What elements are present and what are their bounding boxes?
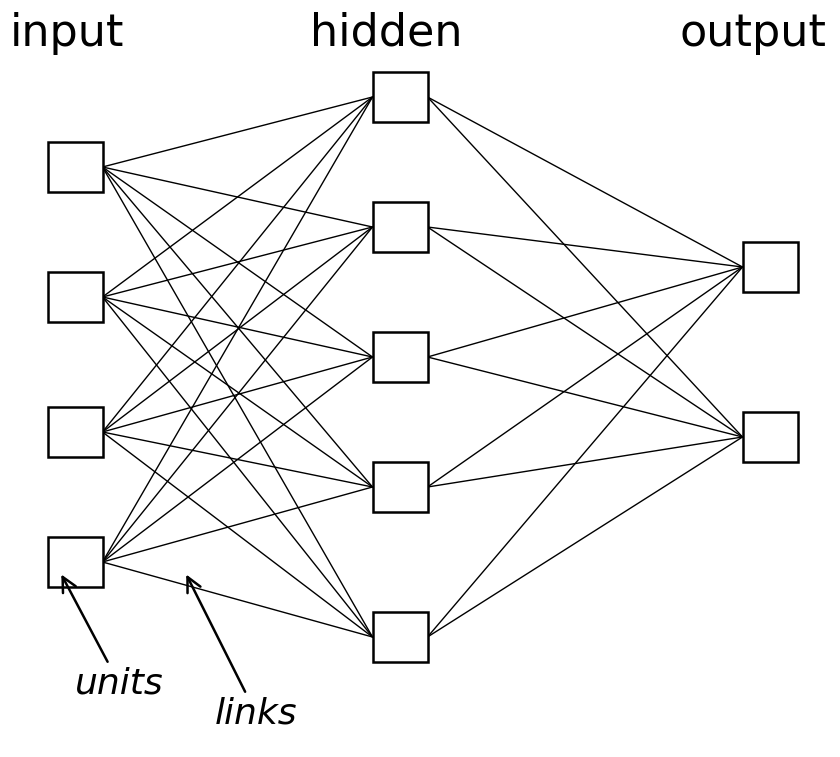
Bar bbox=[743, 242, 797, 292]
Bar bbox=[48, 407, 102, 457]
Bar bbox=[372, 202, 428, 252]
Text: input: input bbox=[10, 12, 124, 55]
Bar bbox=[48, 272, 102, 322]
Bar bbox=[372, 612, 428, 662]
Text: output: output bbox=[680, 12, 827, 55]
Bar bbox=[48, 142, 102, 192]
Bar bbox=[372, 72, 428, 122]
Bar bbox=[743, 412, 797, 462]
Bar bbox=[48, 537, 102, 587]
Bar bbox=[372, 462, 428, 512]
Text: links: links bbox=[187, 577, 297, 731]
Text: hidden: hidden bbox=[310, 12, 463, 55]
Text: units: units bbox=[63, 577, 164, 701]
Bar bbox=[372, 332, 428, 382]
